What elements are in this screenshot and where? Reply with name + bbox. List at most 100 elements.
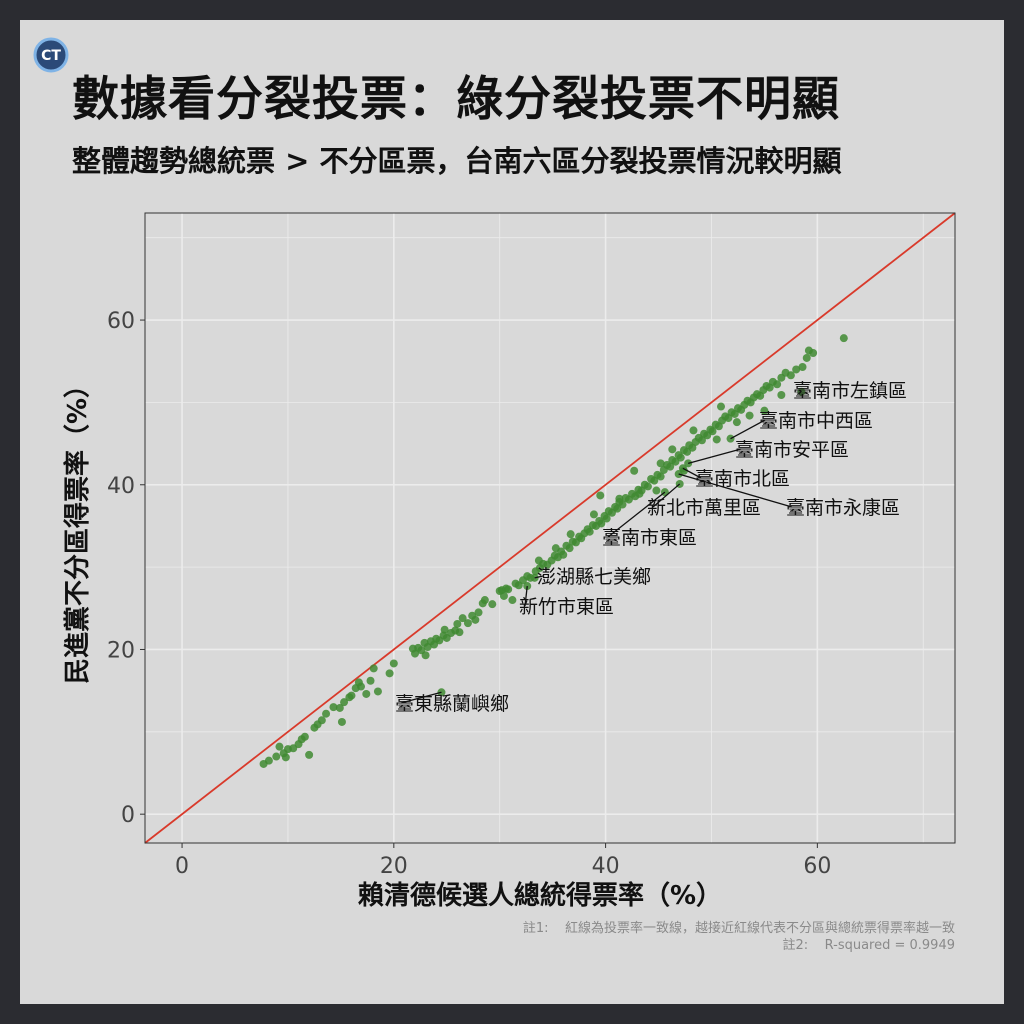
- data-point: [802, 353, 811, 362]
- data-point: [421, 651, 430, 660]
- data-point: [732, 418, 741, 427]
- data-point: [565, 544, 574, 553]
- data-point: [652, 486, 661, 495]
- data-point: [264, 756, 273, 765]
- data-points: [259, 334, 848, 768]
- infographic-card: CT 數據看分裂投票：綠分裂投票不明顯 整體趨勢總統票 > 不分區票，台南六區分…: [20, 20, 1004, 1004]
- data-point: [408, 644, 417, 653]
- data-point: [630, 466, 639, 475]
- data-point: [643, 482, 652, 491]
- identity-line: [144, 212, 956, 844]
- data-point: [668, 445, 677, 454]
- point-label: 臺南市中西區: [759, 410, 873, 432]
- data-point: [337, 717, 346, 726]
- data-point: [589, 510, 598, 519]
- data-point: [272, 752, 281, 761]
- data-point: [597, 519, 606, 528]
- data-point: [508, 596, 517, 605]
- x-tick-label: 40: [592, 854, 620, 879]
- annotation-leader: [534, 575, 544, 579]
- data-point: [708, 427, 717, 436]
- data-point: [463, 619, 472, 628]
- data-point: [559, 550, 568, 559]
- data-point: [602, 514, 611, 523]
- annotation-leader: [400, 691, 442, 704]
- axis-ticks: 0 20 40 60 0 20 40 60: [107, 309, 831, 879]
- point-label: 臺南市東區: [602, 527, 697, 549]
- point-label: 臺南市永康區: [786, 497, 900, 519]
- data-point: [497, 586, 506, 595]
- annotation-leader: [607, 491, 666, 538]
- data-point: [809, 349, 818, 357]
- data-point: [666, 462, 675, 471]
- y-tick-label: 40: [107, 474, 135, 499]
- data-point: [362, 689, 371, 698]
- data-point: [596, 491, 605, 500]
- data-point: [373, 687, 382, 696]
- ct-logo-icon: CT: [33, 37, 69, 73]
- data-point: [322, 709, 331, 718]
- data-point: [773, 380, 782, 389]
- annotation-leader: [682, 467, 702, 479]
- data-point: [839, 334, 848, 343]
- data-point: [385, 669, 394, 678]
- data-point: [635, 489, 644, 498]
- svg-text:CT: CT: [41, 48, 61, 64]
- data-point: [504, 585, 513, 594]
- data-point: [697, 436, 706, 445]
- data-point: [676, 453, 685, 462]
- annotation-leader: [688, 448, 742, 464]
- plot-frame: [144, 212, 956, 844]
- data-point: [281, 753, 290, 762]
- data-point: [585, 527, 594, 536]
- annotation-leader: [730, 419, 766, 440]
- data-point: [317, 716, 326, 725]
- data-point: [656, 472, 665, 481]
- data-point: [340, 698, 349, 707]
- point-label: 臺南市左鎮區: [793, 380, 907, 402]
- point-label: 新北市萬里區: [647, 497, 761, 519]
- data-point: [440, 625, 449, 634]
- data-point: [717, 402, 725, 411]
- data-point: [305, 750, 314, 759]
- point-label: 臺南市北區: [695, 468, 790, 490]
- x-tick-label: 0: [175, 854, 189, 879]
- data-point: [488, 600, 497, 609]
- data-point: [551, 544, 560, 553]
- data-point: [786, 371, 795, 380]
- point-label: 臺南市安平區: [735, 439, 849, 461]
- data-point: [745, 411, 754, 420]
- point-label: 新竹市東區: [519, 596, 614, 618]
- grid-lines: [145, 213, 955, 843]
- y-tick-label: 20: [107, 638, 135, 663]
- footnotes: 註1: 紅線為投票率一致線，越接近紅線代表不分區與總統票得票率越一致 註2: R…: [523, 920, 955, 954]
- data-point: [689, 426, 698, 435]
- data-point: [347, 691, 356, 700]
- data-point: [300, 732, 309, 741]
- point-label: 澎湖縣七美鄉: [537, 566, 651, 588]
- footnote-1: 註1: 紅線為投票率一致線，越接近紅線代表不分區與總統票得票率越一致: [522, 921, 955, 936]
- data-point: [357, 682, 365, 691]
- data-point: [458, 614, 467, 623]
- annotation-leader: [524, 585, 528, 607]
- point-label: 臺東縣蘭嶼鄉: [395, 693, 509, 715]
- data-point: [798, 363, 807, 371]
- data-point: [455, 628, 464, 637]
- data-point: [329, 703, 338, 712]
- data-point: [474, 608, 483, 617]
- annotation-leader: [652, 483, 681, 508]
- footnote-2: 註2: R-squared = 0.9949: [782, 938, 955, 953]
- page-title: 數據看分裂投票：綠分裂投票不明顯: [72, 72, 840, 127]
- data-point: [369, 664, 378, 673]
- data-point: [566, 530, 575, 539]
- page-subtitle: 整體趨勢總統票 > 不分區票，台南六區分裂投票情況較明顯: [72, 144, 842, 178]
- x-tick-label: 20: [380, 854, 408, 879]
- data-point: [471, 615, 480, 624]
- data-point: [389, 659, 398, 668]
- annotation-leader: [798, 389, 802, 393]
- data-point: [480, 596, 489, 605]
- y-tick-label: 0: [121, 803, 135, 828]
- x-axis-label: 賴清德候選人總統得票率（%）: [358, 880, 722, 911]
